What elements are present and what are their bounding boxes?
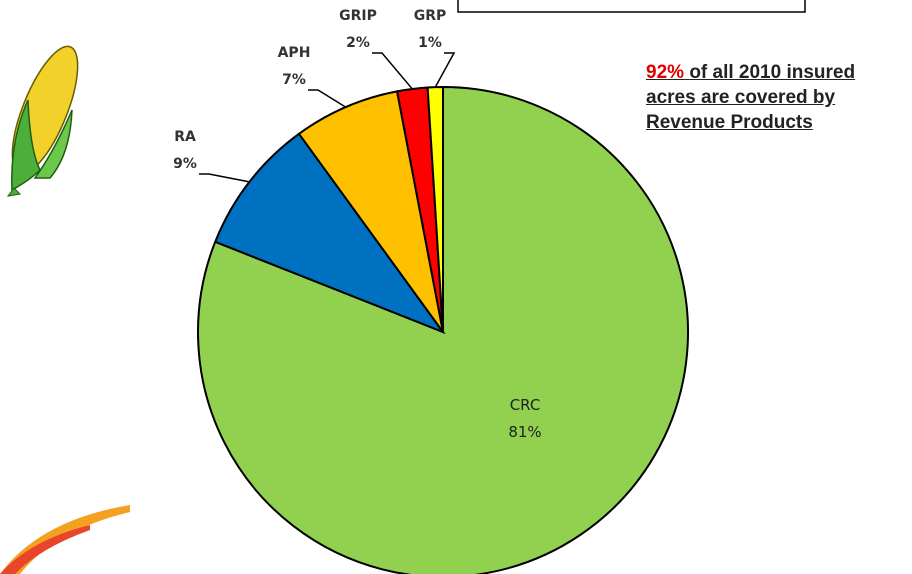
slice-label: GRP (414, 8, 447, 24)
slice-value-label: 9% (173, 156, 197, 172)
slice-value-label: 81% (508, 423, 541, 441)
leader-line (199, 174, 249, 182)
slice-value-label: 7% (282, 72, 306, 88)
decoration-swoosh (0, 525, 90, 574)
slice-label: APH (278, 45, 311, 61)
page: {"chart_data": {"type": "pie", "categori… (0, 0, 912, 574)
slice-value-label: 1% (418, 35, 442, 51)
slice-label: GRIP (339, 8, 377, 24)
pie: CRC 81% RA 9% APH 7% GRIP 2% GRP 1% (173, 8, 688, 574)
title-box (458, 0, 805, 12)
corn-icon (0, 39, 91, 196)
leader-line (308, 90, 346, 107)
leader-line (435, 53, 454, 87)
annotation-highlight: 92% (646, 62, 684, 83)
leader-line (372, 53, 412, 89)
slice-label: CRC (510, 396, 541, 414)
slice-value-label: 2% (346, 35, 370, 51)
annotation: 92% of all 2010 insured acres are covere… (646, 60, 908, 135)
slice-label: RA (174, 129, 196, 145)
